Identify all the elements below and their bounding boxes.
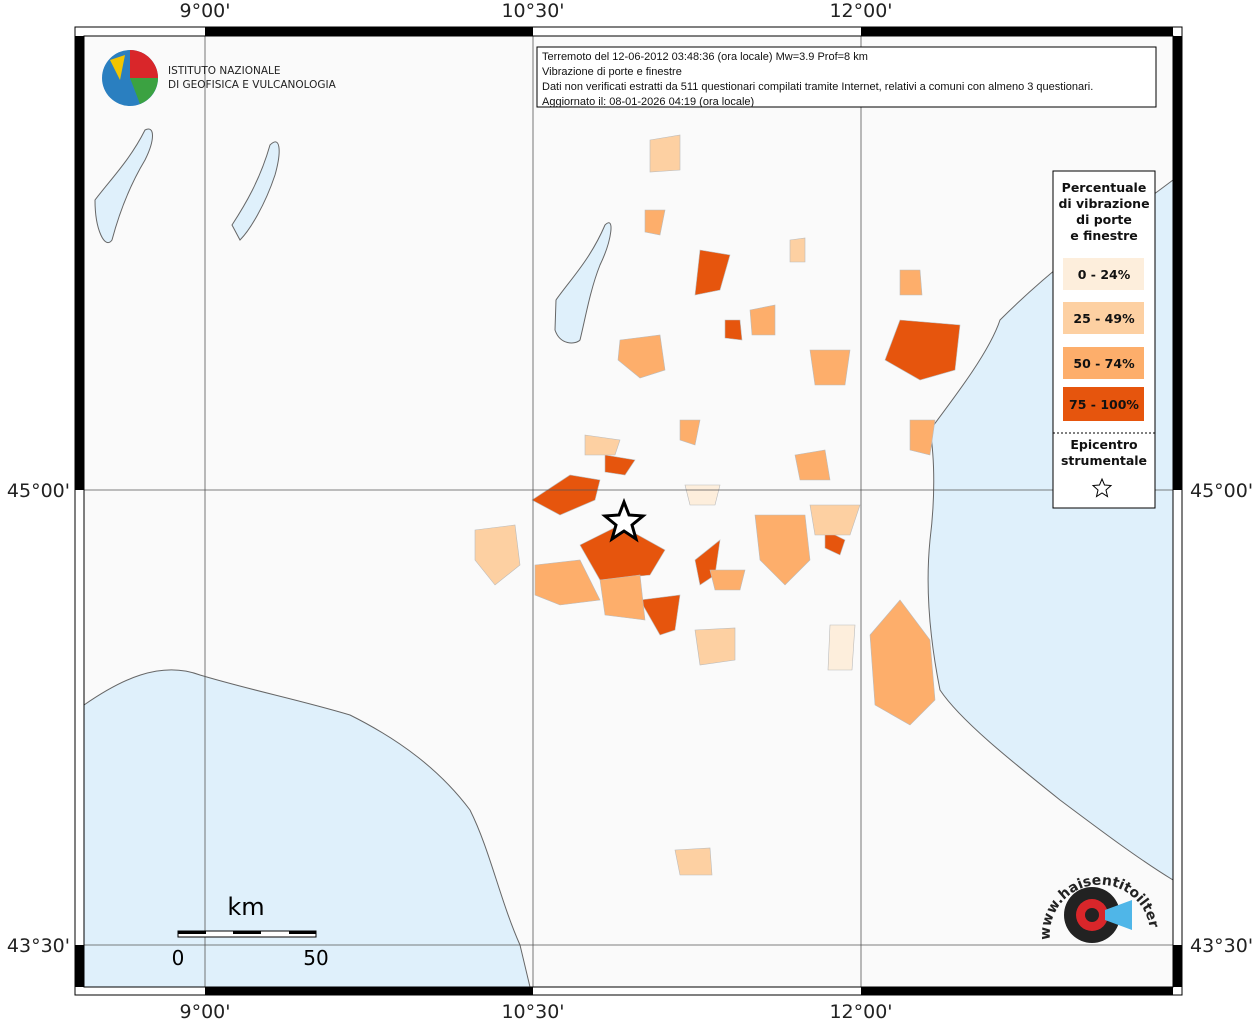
legend-epicenter: strumentale (1061, 453, 1147, 468)
frame (74, 26, 1183, 996)
legend-title: e finestre (1070, 228, 1138, 243)
coordinate-labels: 9°00' 10°30' 12°00' 9°00' 10°30' 12°00' … (7, 0, 1253, 1023)
info-line: Terremoto del 12-06-2012 03:48:36 (ora l… (542, 51, 868, 63)
frame-inner (83, 35, 1174, 988)
longitude-label: 12°00' (829, 0, 892, 22)
ligurian-sea (83, 669, 531, 988)
scale-segment (178, 931, 206, 934)
frame-segment (75, 36, 84, 490)
legend-swatch (1063, 302, 1144, 334)
legend-star (1091, 477, 1113, 498)
legend-label: 25 - 49% (1073, 311, 1135, 326)
map-area (83, 35, 1174, 988)
scale-label: 50 (303, 946, 328, 970)
municipality (899, 269, 923, 296)
legend-title: Percentuale (1062, 180, 1147, 195)
logo-text: DI GEOFISICA E VULCANOLOGIA (168, 79, 337, 91)
municipality (674, 847, 713, 876)
municipality (617, 334, 666, 379)
frame-segment (1173, 36, 1182, 490)
scale-bar: km 0 50 (172, 893, 329, 970)
municipality (604, 454, 636, 476)
frame-segment (205, 27, 533, 36)
scale-label: 0 (172, 946, 185, 970)
info-box: Terremoto del 12-06-2012 03:48:36 (ora l… (536, 46, 1157, 108)
municipality (694, 249, 731, 296)
latitude-label: 43°30' (7, 935, 70, 957)
legend-label: 0 - 24% (1078, 267, 1131, 282)
longitude-label: 10°30' (501, 0, 564, 22)
legend-epicenter: Epicentro (1070, 437, 1138, 452)
municipality (827, 624, 856, 671)
municipality (824, 529, 846, 556)
logo-segment (130, 50, 158, 78)
municipality (644, 209, 666, 236)
legend-label: 50 - 74% (1073, 356, 1135, 371)
municipality (679, 419, 701, 446)
municipality (694, 627, 736, 666)
municipality (584, 434, 621, 456)
lake-garda (554, 222, 612, 344)
municipality (599, 574, 646, 621)
legend-swatch (1063, 347, 1144, 379)
legend-swatch (1063, 258, 1144, 290)
municipality (474, 524, 521, 586)
municipality (754, 514, 811, 586)
epicenter-star (601, 497, 647, 543)
municipality (724, 319, 743, 341)
info-line: Vibrazione di porte e finestre (542, 66, 682, 78)
longitude-label: 12°00' (829, 1001, 892, 1023)
frame-outer (74, 26, 1183, 996)
longitude-label: 10°30' (501, 1001, 564, 1023)
municipality (789, 237, 806, 263)
longitude-label: 9°00' (180, 0, 231, 22)
municipality (649, 134, 681, 173)
logo-segment (110, 55, 125, 80)
frame-segment (1173, 945, 1182, 987)
municipality (749, 304, 776, 336)
municipality (869, 599, 936, 726)
frame-segment (861, 27, 1173, 36)
municipality (809, 504, 861, 536)
municipality (534, 559, 601, 606)
watermark-icon (1105, 900, 1132, 930)
graticule (84, 36, 1173, 987)
legend-frame (1052, 170, 1156, 509)
municipality (579, 524, 666, 581)
legend-title: di vibrazione (1058, 196, 1149, 211)
municipality (884, 319, 961, 381)
municipality (709, 569, 746, 591)
logo-segment (130, 78, 158, 104)
scale-segment (289, 931, 316, 934)
watermark-icon (1085, 908, 1099, 922)
longitude-label: 9°00' (180, 1001, 231, 1023)
info-frame (536, 46, 1157, 108)
legend-label: 75 - 100% (1069, 397, 1139, 412)
latitude-label: 43°30' (1190, 935, 1253, 957)
frame-segment (861, 987, 1173, 995)
info-line: Aggiornato il: 08-01-2026 04:19 (ora loc… (542, 96, 754, 108)
legend-title: di porte (1076, 212, 1132, 227)
latitude-label: 45°00' (7, 480, 70, 502)
logo: ISTITUTO NAZIONALE DI GEOFISICA E VULCAN… (102, 50, 337, 106)
municipality (684, 484, 721, 506)
lake-maggiore (94, 128, 153, 243)
municipalities (474, 134, 961, 876)
logo-text: ISTITUTO NAZIONALE (168, 65, 281, 77)
info-line: Dati non verificati estratti da 511 ques… (542, 81, 1093, 93)
municipality (794, 449, 831, 481)
municipality (809, 349, 851, 386)
municipality (909, 419, 936, 456)
scale-segment (233, 931, 261, 934)
lake-como (231, 141, 280, 241)
frame-segment (75, 945, 84, 987)
legend-swatch (1063, 387, 1144, 421)
scale-unit: km (227, 893, 264, 921)
frame-segment (205, 987, 533, 995)
latitude-label: 45°00' (1190, 480, 1253, 502)
municipality (639, 594, 681, 636)
